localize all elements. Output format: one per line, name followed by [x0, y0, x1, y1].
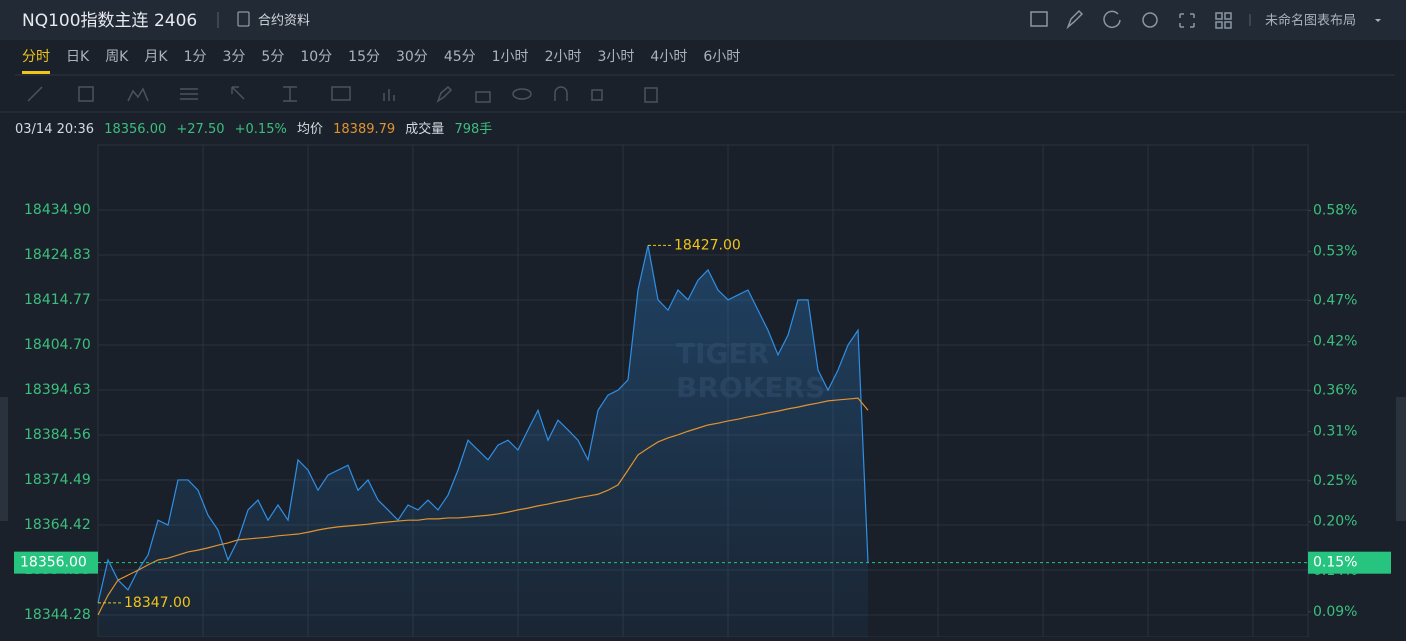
tool-icon[interactable]: [591, 89, 603, 101]
current-pct-label: 0.15%: [1313, 555, 1357, 571]
icon[interactable]: [1103, 10, 1121, 29]
status-percent: +0.15%: [235, 122, 287, 137]
y2-tick-label: 0.09%: [1313, 604, 1357, 620]
price-area: [98, 245, 868, 638]
icon[interactable]: [1215, 12, 1232, 29]
y-tick-label: 18374.49: [24, 472, 91, 488]
tool-icon[interactable]: [644, 87, 658, 103]
tab-underline: [22, 71, 50, 74]
volume-label: 成交量: [405, 121, 444, 137]
tab[interactable]: 1小时: [492, 49, 529, 65]
y2-tick-label: 0.25%: [1313, 473, 1357, 489]
layout-menu[interactable]: 未命名图表布局: [1265, 13, 1356, 29]
tab[interactable]: 15分: [348, 49, 380, 65]
y2-tick-label: 0.47%: [1313, 293, 1357, 309]
tab[interactable]: 45分: [444, 49, 476, 65]
tab[interactable]: 3小时: [597, 49, 634, 65]
y2-tick-label: 0.20%: [1313, 514, 1357, 530]
tab[interactable]: 30分: [396, 49, 428, 65]
tool-icon[interactable]: [512, 88, 532, 100]
side-handle[interactable]: [0, 397, 8, 521]
y-tick-label: 18344.28: [24, 607, 91, 623]
status-change: +27.50: [176, 122, 224, 137]
tab[interactable]: 1分: [184, 49, 207, 65]
annotation-label: 18347.00: [124, 595, 191, 611]
info-link[interactable]: 合约资料: [258, 14, 310, 29]
icon[interactable]: [1179, 13, 1195, 28]
tool-icon[interactable]: [180, 88, 198, 100]
current-pct-badge: [1308, 551, 1391, 574]
icon[interactable]: [1142, 12, 1158, 28]
y-tick-label: 18434.90: [24, 202, 91, 218]
header-icons: [1030, 9, 1232, 30]
tool-icon[interactable]: [283, 86, 297, 102]
icon[interactable]: [1066, 9, 1084, 30]
status-avg: 18389.79: [333, 122, 395, 137]
tab[interactable]: 5分: [261, 49, 284, 65]
tab[interactable]: 3分: [222, 49, 245, 65]
annotation-label: 18427.00: [674, 237, 741, 253]
tab-bar: 分时 日K 周K 月K 1分 3分 5分 10分 15分 30分 45分 1小时 2小时 3小时 4小时 6小…: [22, 49, 740, 74]
y2-tick-label: 0.53%: [1313, 243, 1357, 259]
side-handle[interactable]: [1396, 397, 1406, 521]
drawing-toolbar: [27, 85, 658, 103]
icon[interactable]: [1030, 11, 1048, 27]
status-time: 03/14 20:36: [15, 122, 94, 137]
price-line: [97, 245, 869, 603]
tool-icon[interactable]: [554, 86, 568, 101]
tab[interactable]: 10分: [300, 49, 332, 65]
tool-icon[interactable]: [78, 86, 94, 102]
tool-icon[interactable]: [383, 89, 395, 101]
avg-label: 均价: [297, 122, 323, 137]
tab[interactable]: 2小时: [545, 49, 582, 65]
y2-tick-label: 0.58%: [1313, 202, 1357, 218]
tab[interactable]: 日K: [66, 49, 90, 65]
tool-icon[interactable]: [475, 91, 491, 103]
y-tick-label: 18394.63: [24, 382, 91, 398]
tab[interactable]: 4小时: [650, 49, 687, 65]
y-tick-label: 18404.70: [24, 337, 91, 353]
y-tick-label: 18414.77: [24, 292, 91, 308]
tool-icon[interactable]: [231, 86, 245, 100]
status-price: 18356.00: [104, 122, 166, 137]
tool-icon[interactable]: [27, 86, 43, 102]
avg-line: [97, 397, 869, 616]
tab[interactable]: 月K: [144, 49, 168, 65]
doc-icon[interactable]: [237, 11, 250, 27]
y2-tick-label: 0.31%: [1313, 424, 1357, 440]
header-bar: [0, 0, 1406, 40]
caret: [1375, 19, 1381, 22]
tab[interactable]: 分时: [22, 49, 50, 65]
tab[interactable]: 周K: [105, 49, 129, 65]
y-tick-label: 18424.83: [24, 247, 91, 263]
tool-icon[interactable]: [436, 85, 453, 103]
y-tick-label: 18384.56: [24, 427, 91, 443]
y2-tick-label: 0.42%: [1313, 334, 1357, 350]
current-label: 18356.00: [20, 555, 87, 571]
tool-icon[interactable]: [127, 87, 149, 102]
chart: 18434.90 18424.83 18414.77 18404.70 18394.63…: [14, 145, 1391, 638]
y2-tick-label: 0.36%: [1313, 383, 1357, 399]
status-volume: 798手: [454, 122, 492, 137]
tab[interactable]: 6小时: [703, 49, 740, 65]
title: NQ100指数主连 2406: [22, 11, 197, 31]
current-badge: [14, 551, 98, 574]
y-tick-label: 18364.42: [24, 517, 91, 533]
status-line: 03/14 20:36 18356.00 +27.50 +0.15% 均价 18…: [15, 121, 492, 137]
tool-icon[interactable]: [331, 86, 351, 101]
